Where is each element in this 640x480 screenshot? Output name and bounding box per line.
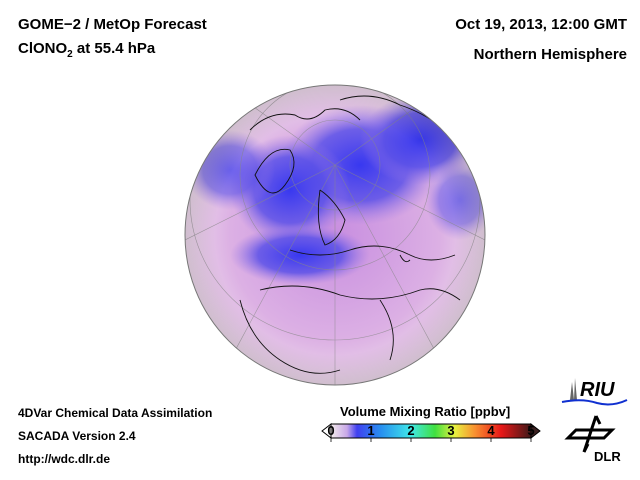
globe-outline xyxy=(184,84,486,386)
svg-text:RIU: RIU xyxy=(580,379,615,401)
svg-text:DLR: DLR xyxy=(594,449,621,464)
footer-version: SACADA Version 2.4 xyxy=(18,429,136,443)
colorbar-tick: 4 xyxy=(487,423,495,438)
colorbar-tick: 5 xyxy=(527,423,535,438)
colorbar-ticks xyxy=(330,438,532,442)
colorbar-tick: 2 xyxy=(407,423,415,438)
species-name: ClONO xyxy=(18,40,68,57)
riu-logo: RIU xyxy=(561,378,628,406)
colorbar-max-arrow xyxy=(530,422,541,440)
footer-method: 4DVar Chemical Data Assimilation xyxy=(18,406,213,420)
colorbar-tick: 1 xyxy=(367,423,375,438)
species-subscript: 2 xyxy=(67,49,73,60)
colorbar-tick: 0 xyxy=(327,423,335,438)
datetime: Oct 19, 2013, 12:00 GMT xyxy=(455,16,627,33)
colorbar-gradient xyxy=(330,423,532,439)
colorbar xyxy=(321,422,541,442)
dlr-logo: DLR xyxy=(564,415,621,464)
product-title: GOME−2 / MetOp Forecast xyxy=(18,16,207,33)
pressure-level: at 55.4 hPa xyxy=(72,40,156,57)
footer-url[interactable]: http://wdc.dlr.de xyxy=(18,452,110,466)
colorbar-tick: 3 xyxy=(447,423,455,438)
colorbar-label: Volume Mixing Ratio [ppbv] xyxy=(340,404,511,419)
region: Northern Hemisphere xyxy=(473,46,627,63)
species-level: ClONO2 at 55.4 hPa xyxy=(18,40,155,60)
